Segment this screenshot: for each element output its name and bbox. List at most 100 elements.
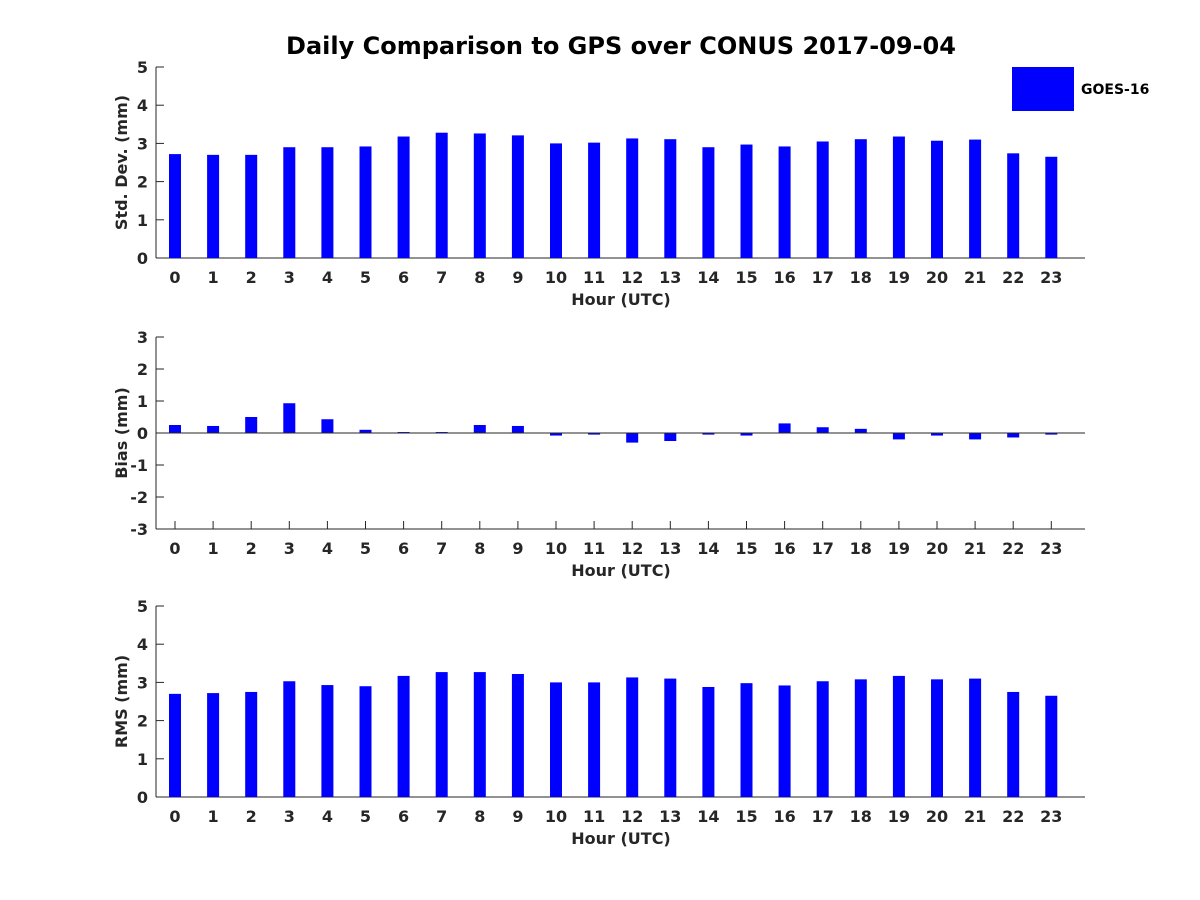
bar (664, 139, 677, 258)
x-tick-label: 13 (659, 268, 681, 287)
x-tick-label: 15 (735, 807, 757, 826)
x-tick-label: 9 (512, 268, 523, 287)
y-tick-label: 3 (137, 673, 148, 692)
legend-label: GOES-16 (1081, 82, 1149, 98)
bar (283, 681, 296, 797)
bar (397, 136, 410, 258)
bar (1007, 433, 1020, 438)
x-tick-label: 20 (926, 539, 948, 558)
x-tick-label: 5 (360, 268, 371, 287)
y-tick-label: 1 (137, 750, 148, 769)
bar (740, 683, 753, 797)
y-tick-label: -3 (130, 520, 148, 539)
bar (702, 686, 715, 797)
x-tick-label: 15 (735, 539, 757, 558)
x-tick-label: 10 (545, 268, 567, 287)
x-tick-label: 11 (583, 807, 605, 826)
x-tick-label: 20 (926, 807, 948, 826)
bar (588, 682, 601, 797)
bar (664, 678, 677, 797)
x-axis-label: Hour (UTC) (571, 290, 671, 309)
x-tick-label: 11 (583, 268, 605, 287)
x-tick-label: 12 (621, 807, 643, 826)
bar (969, 678, 982, 797)
y-tick-label: 2 (137, 173, 148, 192)
x-tick-label: 22 (1002, 539, 1024, 558)
x-tick-label: 2 (246, 539, 257, 558)
x-tick-label: 18 (850, 539, 872, 558)
x-tick-label: 16 (773, 268, 795, 287)
bar (854, 139, 867, 258)
x-tick-label: 0 (169, 807, 180, 826)
x-tick-label: 4 (322, 539, 333, 558)
x-tick-label: 18 (850, 268, 872, 287)
x-tick-label: 19 (888, 807, 910, 826)
x-tick-label: 0 (169, 268, 180, 287)
bar (473, 425, 486, 433)
bar (435, 132, 448, 258)
x-tick-label: 3 (284, 807, 295, 826)
bar (359, 686, 372, 797)
x-tick-label: 15 (735, 268, 757, 287)
x-tick-label: 23 (1040, 539, 1062, 558)
bar (892, 433, 905, 440)
bar (207, 693, 220, 797)
bar (969, 139, 982, 258)
x-tick-label: 5 (360, 807, 371, 826)
x-tick-label: 13 (659, 539, 681, 558)
bar (588, 433, 601, 435)
y-tick-label: 5 (137, 58, 148, 77)
x-tick-label: 11 (583, 539, 605, 558)
bar (359, 429, 372, 433)
x-tick-label: 16 (773, 539, 795, 558)
x-tick-label: 16 (773, 807, 795, 826)
x-tick-label: 7 (436, 539, 447, 558)
x-tick-label: 22 (1002, 807, 1024, 826)
bar (321, 419, 334, 433)
bar (931, 140, 943, 258)
x-tick-label: 2 (246, 268, 257, 287)
bar (245, 417, 258, 433)
legend: GOES-16 (1012, 67, 1149, 111)
x-tick-label: 8 (474, 807, 485, 826)
x-tick-label: 3 (284, 268, 295, 287)
y-axis-label: RMS (mm) (112, 655, 131, 748)
bar (1007, 153, 1020, 258)
legend-swatch (1012, 67, 1074, 111)
x-tick-label: 17 (812, 268, 834, 287)
x-tick-label: 22 (1002, 268, 1024, 287)
x-axis-label: Hour (UTC) (571, 561, 671, 580)
bar (397, 675, 410, 797)
x-tick-label: 9 (512, 807, 523, 826)
bar (740, 144, 753, 258)
bar (245, 691, 258, 797)
x-tick-label: 12 (621, 268, 643, 287)
bar (321, 685, 334, 797)
y-tick-label: -2 (130, 488, 148, 507)
x-tick-label: 2 (246, 807, 257, 826)
bar (283, 403, 296, 433)
x-axis-label: Hour (UTC) (571, 829, 671, 848)
bar (931, 433, 943, 436)
bar (740, 433, 753, 436)
x-tick-label: 4 (322, 807, 333, 826)
bar (207, 154, 220, 258)
x-tick-label: 7 (436, 268, 447, 287)
bar (626, 677, 639, 797)
y-tick-label: 0 (137, 788, 148, 807)
bar (892, 136, 905, 258)
x-tick-label: 18 (850, 807, 872, 826)
bar (169, 154, 181, 258)
y-axis-label: Bias (mm) (112, 387, 131, 479)
x-tick-label: 23 (1040, 807, 1062, 826)
x-tick-label: 1 (208, 807, 219, 826)
bar (702, 147, 715, 258)
y-tick-label: 2 (137, 360, 148, 379)
bar (816, 141, 829, 258)
bar (550, 433, 562, 436)
bar (1045, 156, 1058, 258)
bar (664, 433, 677, 441)
